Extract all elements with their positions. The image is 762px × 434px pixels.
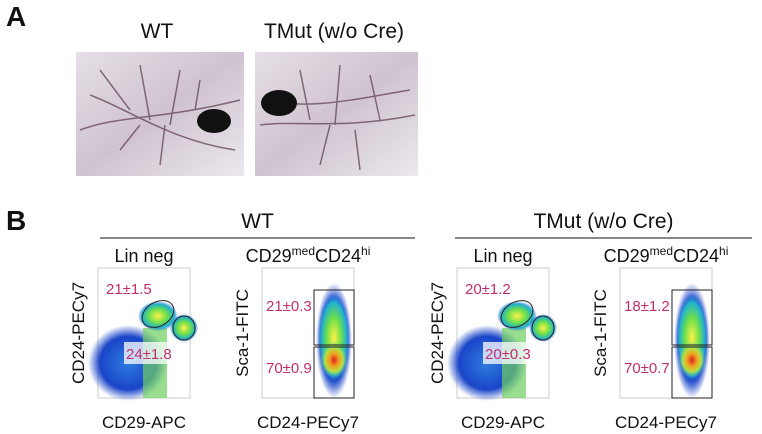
- plot-title: Lin neg: [473, 246, 532, 266]
- population: [320, 342, 348, 378]
- x-axis-label: CD24-PECy7: [615, 413, 717, 432]
- gate-percentage: 20±1.2: [465, 281, 511, 298]
- population: [497, 301, 537, 331]
- plot-title: CD29medCD24hi: [246, 244, 371, 266]
- title-superscript: med: [650, 244, 673, 258]
- title-text: CD24: [673, 246, 719, 266]
- group-title: TMut (w/o Cre): [533, 210, 673, 233]
- gate-percentage: 20±0.3: [485, 346, 531, 363]
- image-title: TMut (w/o Cre): [264, 20, 404, 43]
- y-axis-label: Sca-1-FITC: [233, 289, 252, 377]
- population: [529, 314, 557, 342]
- title-text: CD29: [246, 246, 292, 266]
- flow-plot: 18±1.2 70±0.7: [619, 267, 713, 399]
- x-axis-label: CD29-APC: [461, 413, 545, 432]
- x-axis-label: CD24-PECy7: [257, 413, 359, 432]
- gate: [172, 315, 196, 341]
- title-superscript: hi: [719, 244, 728, 258]
- population: [138, 301, 178, 331]
- gate: [313, 289, 355, 346]
- whole-mount-image: [76, 52, 244, 176]
- y-axis-label: CD24-PECy7: [428, 282, 447, 384]
- population: [678, 342, 706, 378]
- y-axis-label: CD24-PECy7: [69, 282, 88, 384]
- flow-plot: 21±1.5 24±1.8: [88, 267, 198, 401]
- plot-title: Lin neg: [114, 246, 173, 266]
- label-box: [124, 342, 182, 364]
- gate-percentage: 21±0.3: [266, 298, 312, 315]
- gate: [671, 346, 713, 399]
- gate-percentage: 70±0.9: [266, 360, 312, 377]
- image-title: WT: [141, 20, 174, 43]
- gate-percentage: 24±1.8: [126, 346, 172, 363]
- title-text: CD29: [604, 246, 650, 266]
- panel-label: B: [6, 205, 26, 236]
- whole-mount-image: [255, 52, 418, 176]
- gate: [313, 346, 355, 399]
- flow-plot: 21±0.3 70±0.9: [261, 267, 355, 399]
- title-text: Lin neg: [473, 246, 532, 266]
- flow-plot: 20±1.2 20±0.3: [447, 267, 557, 401]
- gate-percentage: 18±1.2: [624, 298, 670, 315]
- group-title: WT: [241, 210, 274, 233]
- gate: [671, 289, 713, 346]
- title-superscript: med: [292, 244, 315, 258]
- title-text: CD24: [315, 246, 361, 266]
- gate-percentage: 21±1.5: [106, 281, 152, 298]
- gate-percentage: 70±0.7: [624, 360, 670, 377]
- panel-label: A: [6, 1, 26, 32]
- gate: [500, 300, 534, 328]
- plot-title: CD29medCD24hi: [604, 244, 729, 266]
- population: [170, 314, 198, 342]
- title-text: Lin neg: [114, 246, 173, 266]
- label-box: [483, 342, 541, 364]
- gate: [141, 300, 175, 328]
- title-superscript: hi: [361, 244, 370, 258]
- y-axis-label: Sca-1-FITC: [591, 289, 610, 377]
- gate: [531, 315, 555, 341]
- x-axis-label: CD29-APC: [102, 413, 186, 432]
